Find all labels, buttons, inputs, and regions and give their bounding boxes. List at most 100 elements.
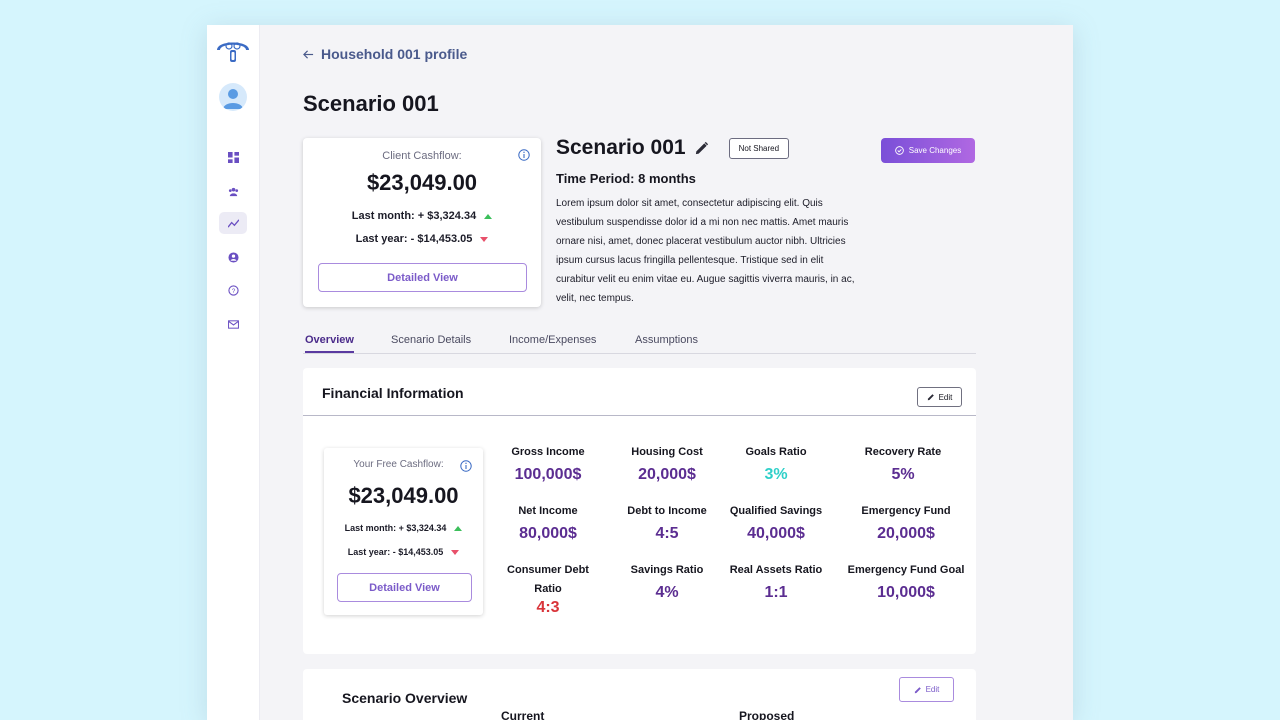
trend-down-icon bbox=[480, 236, 489, 242]
metric-gross-income: Gross Income 100,000$ bbox=[483, 443, 613, 484]
help-icon: ? bbox=[227, 284, 239, 296]
avatar[interactable] bbox=[219, 83, 247, 111]
metric-value: 10,000$ bbox=[877, 584, 935, 601]
divider bbox=[303, 415, 976, 416]
metric-net-income: Net Income 80,000$ bbox=[483, 502, 613, 543]
client-cashflow-amount: $23,049.00 bbox=[366, 170, 478, 195]
metric-value: 100,000$ bbox=[514, 466, 582, 483]
tab-income-expenses[interactable]: Income/Expenses bbox=[509, 334, 597, 346]
back-link-label: Household 001 profile bbox=[321, 46, 468, 62]
metric-value: 40,000$ bbox=[747, 525, 805, 542]
free-last-year: Last year: - $14,453.05 bbox=[324, 547, 483, 557]
save-changes-label: Save Changes bbox=[908, 146, 962, 155]
metric-value: 20,000$ bbox=[638, 466, 696, 483]
nav-users[interactable] bbox=[219, 180, 247, 202]
metric-value: 4:5 bbox=[655, 525, 679, 542]
free-cashflow-amount: $23,049.00 bbox=[348, 483, 459, 508]
free-last-month: Last month: + $3,324.34 bbox=[324, 523, 483, 533]
svg-text:?: ? bbox=[231, 287, 235, 294]
profile-icon bbox=[227, 251, 239, 263]
client-last-month: Last month: + $3,324.34 bbox=[303, 210, 541, 222]
metric-qualified-savings: Qualified Savings 40,000$ bbox=[711, 502, 841, 543]
metric-label: Goals Ratio bbox=[745, 446, 807, 458]
metric-value: 3% bbox=[764, 466, 788, 483]
column-current: Current bbox=[501, 709, 545, 720]
scenario-name: Scenario 001 bbox=[556, 136, 686, 159]
share-status-badge[interactable]: Not Shared bbox=[728, 137, 790, 159]
pencil-icon[interactable] bbox=[694, 141, 709, 156]
metric-goals-ratio: Goals Ratio 3% bbox=[711, 443, 841, 484]
financial-information-card: Financial Information Edit Your Free Cas… bbox=[303, 368, 976, 654]
metric-label: Savings Ratio bbox=[630, 564, 704, 576]
trend-up-icon bbox=[484, 213, 493, 219]
metric-label: Housing Cost bbox=[631, 446, 703, 458]
client-cashflow-card: Client Cashflow: $23,049.00 Last month: … bbox=[303, 138, 541, 307]
client-last-year-text: Last year: - $14,453.05 bbox=[355, 233, 473, 245]
users-icon bbox=[228, 187, 238, 196]
metric-debt-to-income: Debt to Income 4:5 bbox=[602, 502, 732, 543]
main-content: Household 001 profile Scenario 001 Clien… bbox=[260, 25, 1073, 720]
metric-value: 1:1 bbox=[764, 584, 788, 601]
logo-icon bbox=[217, 42, 249, 62]
free-last-year-text: Last year: - $14,453.05 bbox=[347, 547, 444, 557]
overview-edit-button[interactable]: Edit bbox=[899, 677, 954, 702]
financial-edit-button[interactable]: Edit bbox=[917, 387, 962, 407]
metric-label: Qualified Savings bbox=[729, 505, 823, 517]
page-title: Scenario 001 bbox=[303, 91, 439, 116]
tab-assumptions[interactable]: Assumptions bbox=[635, 334, 698, 346]
back-link[interactable]: Household 001 profile bbox=[303, 46, 467, 62]
time-period: Time Period: 8 months bbox=[556, 171, 696, 186]
metric-recovery-rate: Recovery Rate 5% bbox=[838, 443, 968, 484]
free-detailed-view-button[interactable]: Detailed View bbox=[337, 573, 472, 602]
nav-mail[interactable] bbox=[219, 313, 247, 335]
metric-label: Real Assets Ratio bbox=[729, 564, 823, 576]
client-cashflow-label: Client Cashflow: bbox=[382, 150, 462, 162]
metric-savings-ratio: Savings Ratio 4% bbox=[602, 561, 732, 602]
metric-value: 20,000$ bbox=[877, 525, 935, 542]
trend-up-icon bbox=[454, 525, 463, 531]
client-last-year: Last year: - $14,453.05 bbox=[303, 233, 541, 245]
save-changes-button[interactable]: Save Changes bbox=[881, 138, 975, 163]
tab-scenario-details[interactable]: Scenario Details bbox=[391, 334, 472, 346]
metric-label: Net Income bbox=[518, 505, 578, 517]
scenario-overview-title: Scenario Overview bbox=[342, 690, 468, 706]
metric-value: 5% bbox=[891, 466, 915, 483]
scenario-header: Scenario 001 Not Shared bbox=[556, 136, 790, 160]
metric-label: Recovery Rate bbox=[864, 446, 942, 458]
mail-icon bbox=[227, 319, 239, 329]
column-proposed: Proposed bbox=[739, 709, 795, 720]
nav-scenarios[interactable] bbox=[219, 212, 247, 234]
check-circle-icon bbox=[894, 146, 904, 155]
nav-help[interactable]: ? bbox=[219, 279, 247, 301]
tab-overview[interactable]: Overview bbox=[305, 334, 354, 353]
free-cashflow-card: Your Free Cashflow: $23,049.00 Last mont… bbox=[324, 448, 483, 615]
metric-value: 4:3 bbox=[536, 599, 560, 616]
pencil-icon bbox=[927, 394, 934, 401]
app-window: ? Household 001 profile Scenario 001 Cli… bbox=[207, 25, 1073, 720]
nav-dashboard[interactable] bbox=[219, 146, 247, 168]
metric-real-assets-ratio: Real Assets Ratio 1:1 bbox=[711, 561, 841, 602]
metric-label: Emergency Fund bbox=[861, 505, 951, 517]
metric-emergency-fund: Emergency Fund 20,000$ bbox=[841, 502, 971, 543]
scenario-overview-card: Scenario Overview Edit Current Proposed bbox=[303, 669, 976, 720]
nav-profile[interactable] bbox=[219, 246, 247, 268]
client-detailed-view-button[interactable]: Detailed View bbox=[318, 263, 527, 292]
metric-emergency-fund-goal: Emergency Fund Goal 10,000$ bbox=[836, 561, 976, 602]
tab-bar: Overview Scenario Details Income/Expense… bbox=[303, 330, 976, 354]
overview-edit-label: Edit bbox=[925, 685, 940, 694]
info-icon[interactable] bbox=[460, 460, 472, 472]
free-cashflow-label: Your Free Cashflow: bbox=[353, 459, 444, 470]
metric-label: Gross Income bbox=[511, 446, 585, 458]
dashboard-icon bbox=[227, 151, 239, 163]
trend-down-icon bbox=[451, 549, 460, 555]
metric-consumer-debt-ratio: Consumer Debt Ratio 4:3 bbox=[483, 561, 613, 617]
chart-icon bbox=[227, 218, 239, 228]
arrow-left-icon bbox=[303, 49, 314, 59]
client-last-month-text: Last month: + $3,324.34 bbox=[351, 210, 477, 222]
metric-label: Emergency Fund Goal bbox=[847, 564, 965, 576]
metric-value: 4% bbox=[655, 584, 679, 601]
sidebar: ? bbox=[207, 25, 260, 720]
metric-value: 80,000$ bbox=[519, 525, 577, 542]
free-last-month-text: Last month: + $3,324.34 bbox=[344, 523, 447, 533]
info-icon[interactable] bbox=[518, 149, 530, 161]
